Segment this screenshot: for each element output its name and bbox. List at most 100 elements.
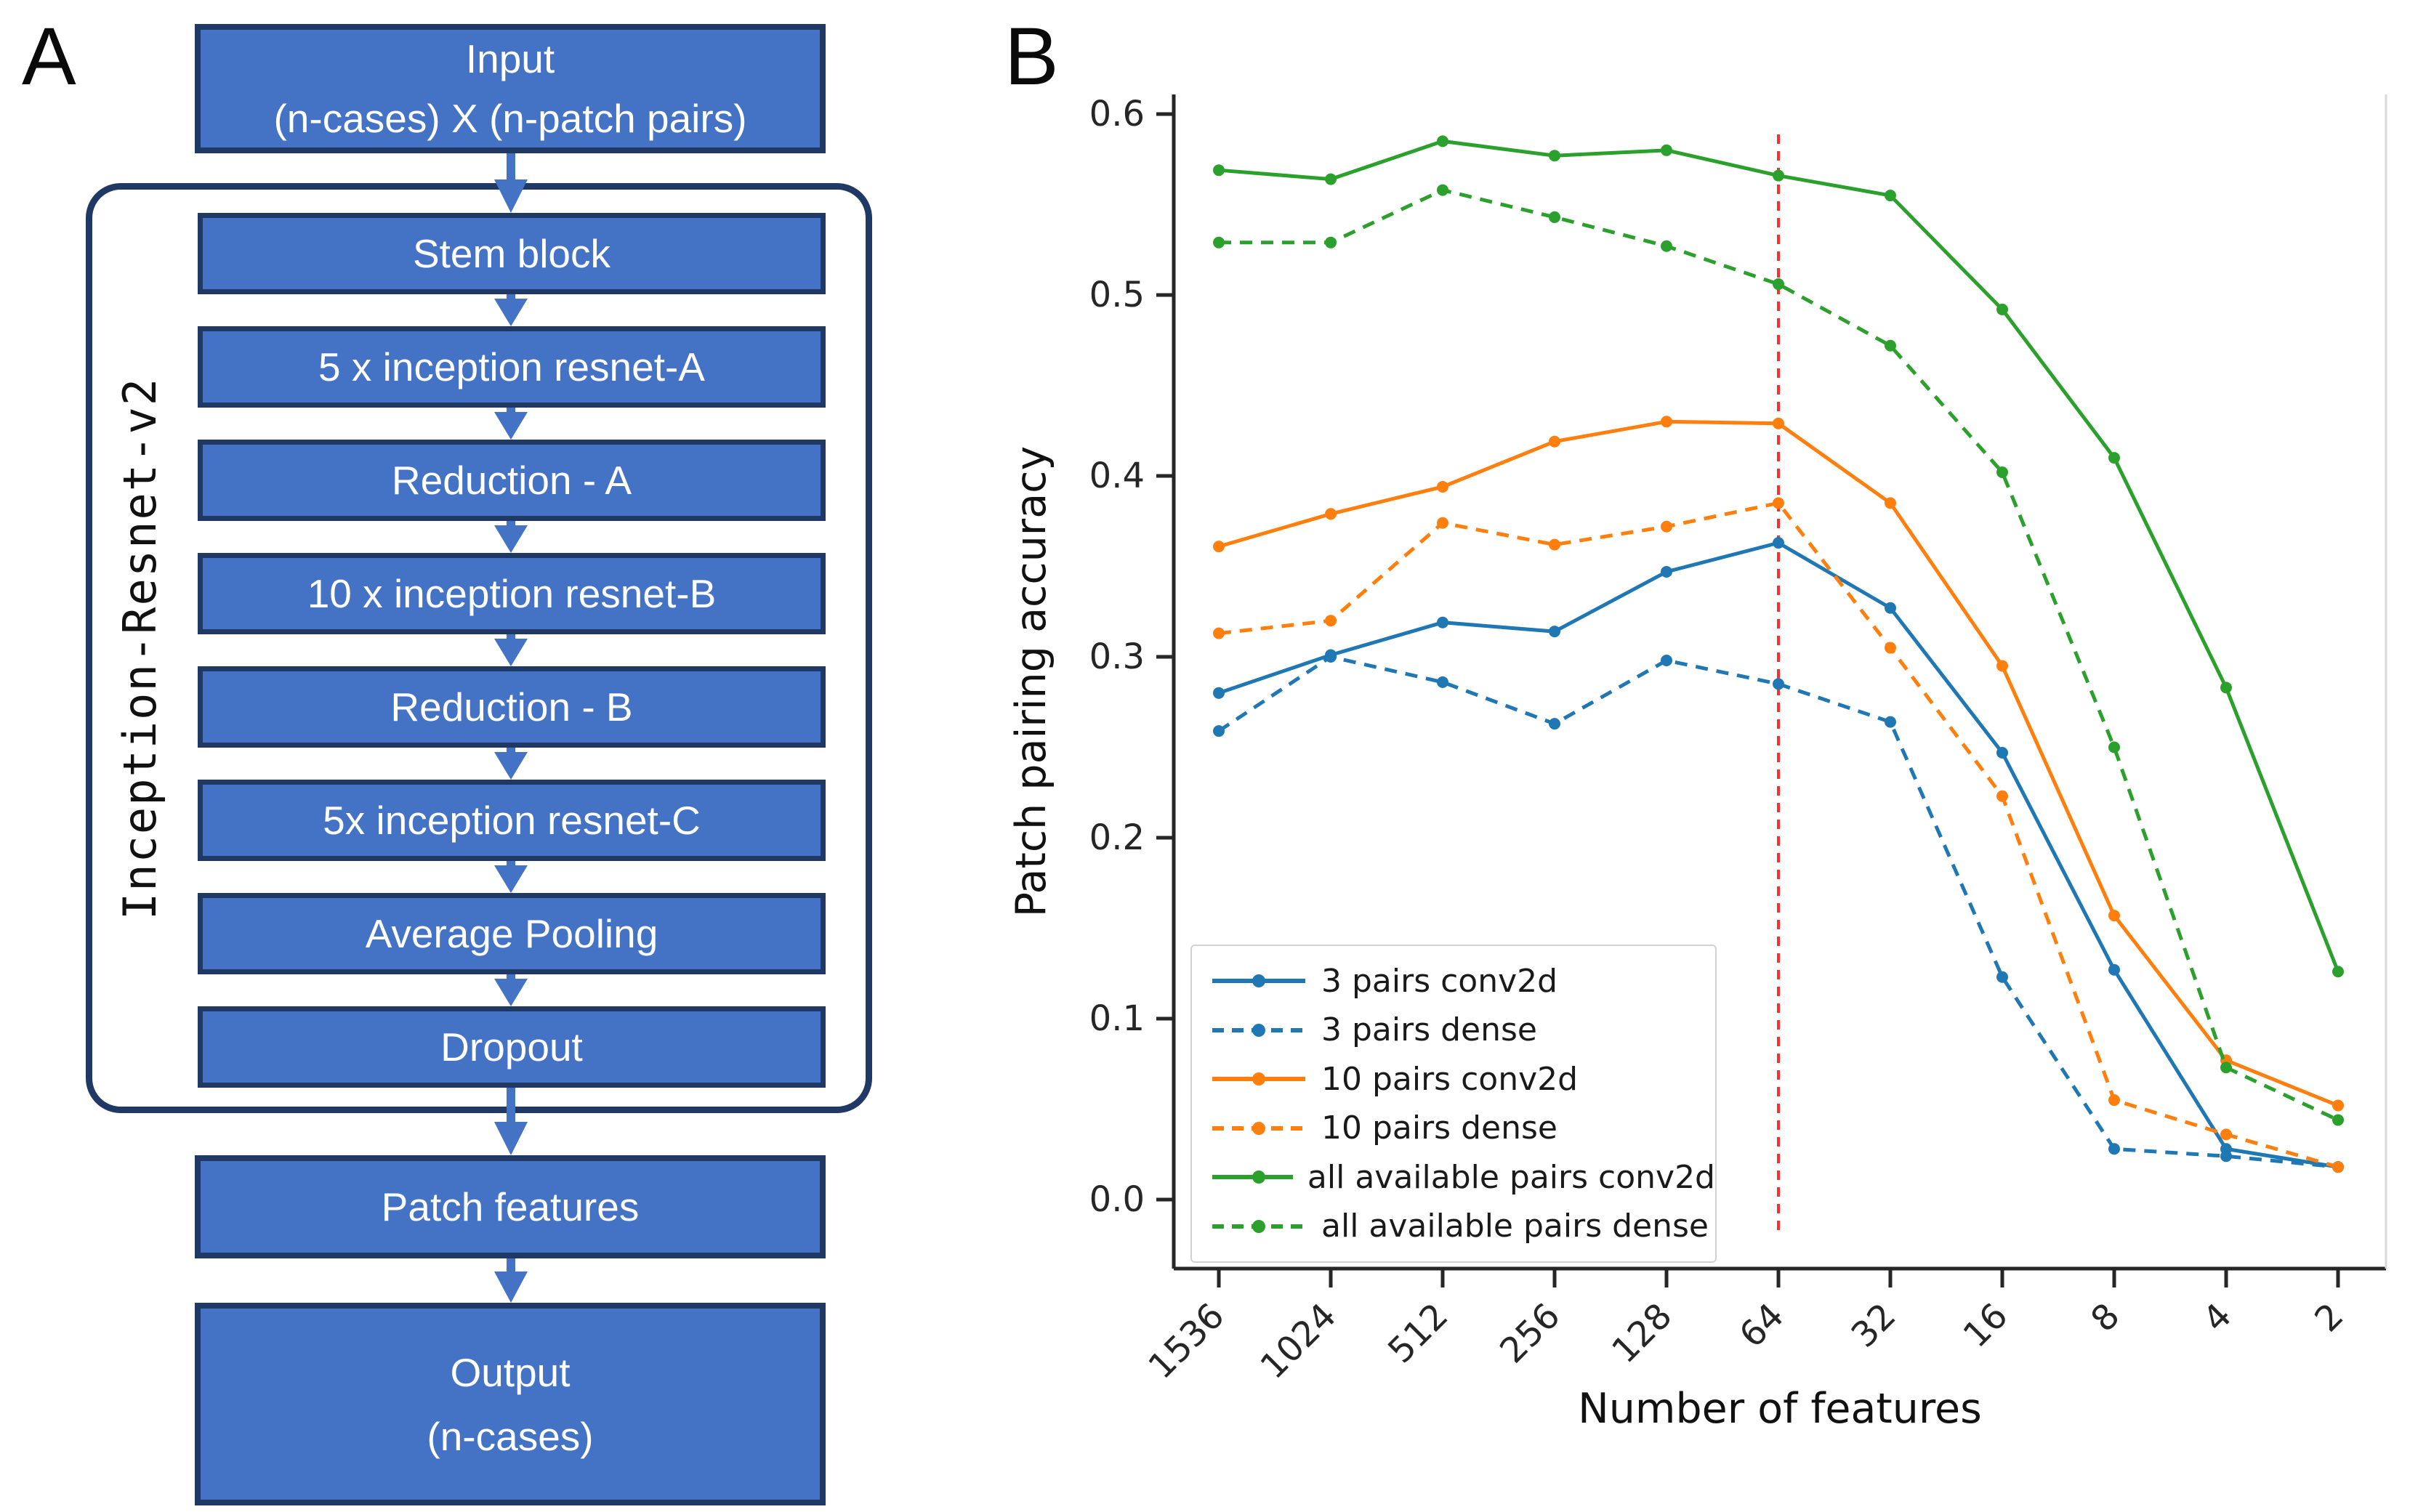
data-point [1437, 517, 1448, 529]
flow-arrow-head [494, 412, 528, 440]
panel-a-letter: A [22, 11, 76, 102]
y-axis-title: Patch pairing accuracy [1007, 446, 1055, 918]
data-point [1773, 678, 1784, 690]
flow-arrow [507, 861, 515, 867]
data-point [1773, 417, 1784, 429]
data-point [2332, 1099, 2344, 1112]
legend-item: all available pairs conv2d [1211, 1159, 1715, 1196]
flow-block-label: 5x inception resnet-C [323, 797, 701, 843]
flow-block-resnet-a: 5 x inception resnet-A [198, 326, 826, 408]
legend-label: 3 pairs conv2d [1321, 962, 1558, 1000]
flow-block-label: Reduction - B [390, 684, 633, 729]
legend-marker [1212, 1219, 1305, 1233]
data-point [1996, 660, 2008, 672]
flow-arrow [507, 408, 515, 413]
data-point [1996, 746, 2008, 759]
x-tick-label: 4 [2195, 1295, 2239, 1340]
legend-label: 3 pairs dense [1321, 1011, 1537, 1049]
flow-arrow-head [494, 299, 528, 326]
data-point [2332, 1161, 2344, 1173]
data-point [1773, 169, 1784, 182]
data-point [1213, 687, 1225, 699]
inception-resnet-container [86, 183, 872, 1113]
data-point [2220, 1143, 2232, 1155]
data-point [1549, 435, 1560, 448]
panel-b-letter: B [1004, 11, 1059, 102]
flow-arrow [507, 153, 515, 181]
flow-block-reduction-a: Reduction - A [198, 440, 826, 521]
data-point [1996, 971, 2008, 983]
x-tick-label: 64 [1732, 1295, 1792, 1356]
flow-block-label: 5 x inception resnet-A [318, 344, 705, 389]
y-tick-label: 0.1 [1089, 998, 1145, 1039]
flow-block-avgpool: Average Pooling [198, 893, 826, 974]
flow-arrow-head [494, 752, 528, 780]
x-tick-label: 1024 [1253, 1295, 1345, 1387]
data-point [1885, 602, 1896, 614]
flow-block-output-line1: Output [450, 1349, 571, 1395]
data-point [1213, 236, 1225, 248]
x-tick-label: 128 [1604, 1295, 1680, 1371]
y-tick-label: 0.6 [1089, 94, 1145, 134]
data-point [1325, 615, 1337, 627]
data-point [1549, 718, 1560, 730]
data-point [2220, 682, 2232, 694]
data-point [1549, 211, 1560, 223]
data-point [1885, 642, 1896, 654]
legend-item: 3 pairs conv2d [1211, 963, 1715, 1000]
legend-item: 10 pairs conv2d [1211, 1061, 1715, 1098]
flow-block-label: Dropout [440, 1024, 583, 1070]
legend-marker [1212, 1072, 1305, 1086]
data-point [1325, 651, 1337, 663]
flow-block-stem: Stem block [198, 213, 826, 294]
data-point [2332, 1161, 2344, 1173]
data-point [1549, 626, 1560, 638]
data-point [1437, 616, 1448, 628]
flow-block-label: Reduction - A [391, 457, 632, 503]
chart-legend: 3 pairs conv2d 3 pairs dense 10 pairs conv… [1190, 945, 1717, 1263]
flow-arrow [507, 1258, 515, 1273]
flow-block-label: Average Pooling [365, 910, 658, 956]
data-point [1325, 649, 1337, 661]
inception-resnet-label-wrap: Inception-Resnet-v2 [93, 183, 188, 1113]
data-point [2108, 1143, 2120, 1155]
flow-block-reduction-b: Reduction - B [198, 666, 826, 748]
data-point [1661, 144, 1672, 156]
flow-arrow-head [494, 639, 528, 666]
data-point [1885, 497, 1896, 509]
data-point [1661, 565, 1672, 578]
flow-arrow [507, 294, 515, 300]
y-tick-label: 0.3 [1089, 636, 1145, 677]
y-tick-label: 0.4 [1089, 456, 1145, 496]
flow-block-label: 10 x inception resnet-B [307, 570, 717, 616]
data-point [1325, 236, 1337, 248]
flow-block-label: Patch features [381, 1184, 640, 1229]
data-point [1996, 790, 2008, 802]
flow-block-dropout: Dropout [198, 1006, 826, 1088]
data-point [2332, 1161, 2344, 1173]
data-point [2220, 1054, 2232, 1067]
y-tick-label: 0.5 [1089, 275, 1145, 315]
flow-arrow [507, 1088, 515, 1123]
flow-block-output-line2: (n-cases) [427, 1413, 594, 1459]
data-point [1885, 339, 1896, 352]
data-point [2108, 1094, 2120, 1107]
x-tick-label: 16 [1956, 1295, 2016, 1356]
x-tick-label: 2 [2307, 1295, 2351, 1340]
x-tick-label: 512 [1380, 1295, 1456, 1371]
flow-block-input-line2: (n-cases) X (n-patch pairs) [273, 96, 747, 141]
flow-arrow-head [494, 1122, 528, 1155]
data-point [2108, 741, 2120, 753]
data-point [2220, 1150, 2232, 1163]
flow-block-input: Input (n-cases) X (n-patch pairs) [195, 24, 826, 153]
data-point [1661, 240, 1672, 252]
x-tick-label: 1536 [1141, 1295, 1233, 1387]
flow-block-label: Stem block [412, 230, 611, 276]
flow-arrow [507, 521, 515, 527]
data-point [1213, 164, 1225, 177]
flow-block-output: Output (n-cases) [195, 1303, 826, 1505]
series-line-all-available-pairs-conv2d [1218, 139, 2340, 973]
legend-label: 10 pairs conv2d [1321, 1060, 1579, 1098]
legend-label: 10 pairs dense [1321, 1109, 1557, 1147]
y-tick-label: 0.0 [1089, 1179, 1145, 1220]
